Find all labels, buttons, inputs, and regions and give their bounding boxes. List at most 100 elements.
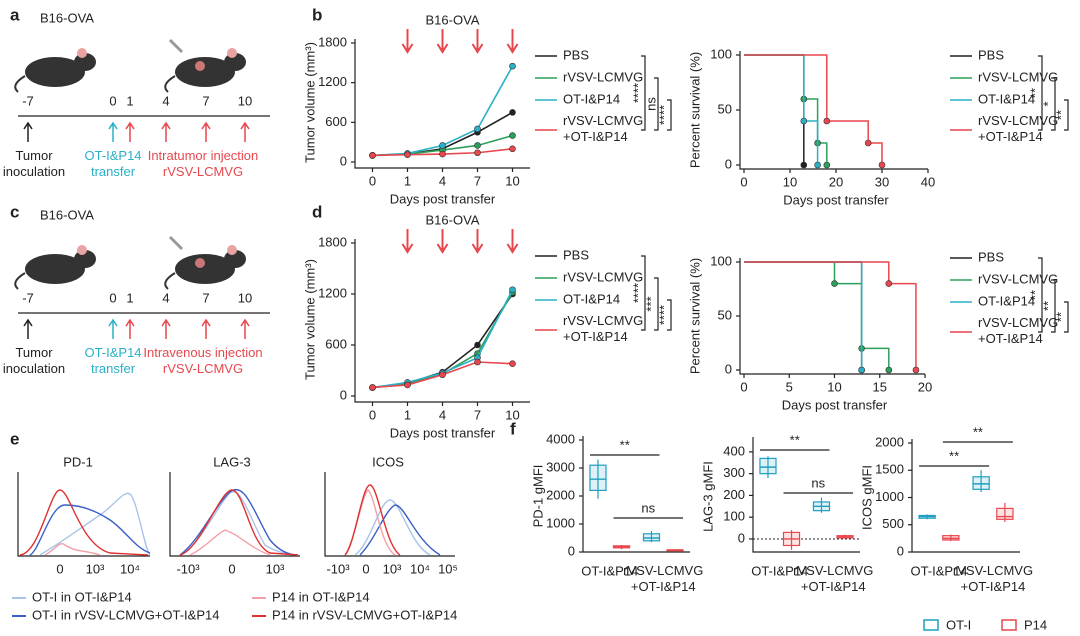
significance-label: **** — [656, 105, 671, 125]
y-tick-label: 600 — [325, 336, 347, 351]
histogram-curve — [19, 489, 149, 556]
panel-label: a — [10, 5, 20, 24]
significance-bracket — [1051, 279, 1056, 333]
data-point — [474, 341, 481, 349]
histogram-curve — [44, 543, 101, 556]
legend-label: OT-I in OT-I&P14 — [32, 589, 132, 604]
x-tick-label: 7 — [474, 173, 481, 188]
x-tick-label: 10 — [505, 173, 519, 188]
y-axis-label: Tumor volume (mm³) — [302, 42, 317, 163]
significance-label: **** — [630, 83, 645, 103]
x-tick-label: 1 — [404, 173, 411, 188]
axes — [739, 258, 925, 375]
data-point — [404, 381, 411, 389]
survival-line — [744, 54, 828, 165]
histogram-tick: 0 — [228, 561, 235, 576]
timeline-note: Tumor inoculation — [3, 345, 65, 376]
significance-label: ** — [949, 448, 959, 463]
timeline: B16-OVA -7 0 1 4 7 10 Tumor inoculation O… — [3, 207, 270, 376]
timeline: B16-OVA -7 0 1 4 7 10 Tumor inoculation O… — [3, 10, 270, 179]
data-point — [858, 366, 865, 374]
timeline-tick: 0 — [109, 290, 116, 305]
x-tick-label: 15 — [873, 379, 887, 394]
x-tick-label: 0 — [740, 174, 747, 189]
injection-arrow — [471, 229, 484, 254]
significance-bracket — [1051, 77, 1056, 131]
survival-line — [744, 261, 890, 370]
y-tick-label: 0 — [340, 153, 347, 168]
panel-label: e — [10, 429, 19, 448]
legend-label: PBS — [563, 47, 589, 62]
timeline-tick: 10 — [238, 290, 252, 305]
y-tick-label: 1200 — [318, 74, 347, 89]
injection-arrow — [436, 229, 449, 254]
data-point — [885, 366, 893, 374]
x-tick-label: 4 — [439, 173, 446, 188]
legend-label: rVSV-LCMVG — [563, 69, 643, 84]
significance-bracket — [1038, 257, 1043, 333]
y-tick-label: 100 — [710, 46, 732, 61]
y-tick-label: 0 — [725, 361, 732, 376]
y-tick-label: 0 — [340, 387, 347, 402]
y-tick-label: 100 — [710, 253, 732, 268]
histogram-curve — [179, 489, 299, 556]
data-point — [509, 145, 516, 153]
y-axis-label: Percent survival (%) — [687, 258, 702, 374]
legend-swatch — [923, 619, 939, 631]
model-title: B16-OVA — [40, 207, 94, 222]
data-point — [509, 132, 516, 139]
data-point — [439, 142, 446, 149]
data-point — [912, 366, 920, 374]
significance-bracket — [1064, 301, 1069, 333]
injection-arrow — [436, 29, 449, 54]
x-tick-label: 20 — [918, 379, 932, 394]
timeline-note: Intravenous injection rVSV-LCMVG — [143, 345, 262, 376]
injection-arrow — [401, 229, 414, 254]
x-tick-label: rVSV-LCMVG +OT-I&P14 — [623, 563, 703, 594]
data-point — [474, 149, 481, 157]
axes — [911, 439, 1020, 553]
data-point — [404, 151, 411, 159]
significance-label: ** — [973, 424, 983, 439]
x-tick-label: 10 — [505, 407, 519, 422]
histogram-tick: -10³ — [176, 561, 200, 576]
y-tick-label: 300 — [723, 465, 745, 480]
legend-label: OT-I in rVSV-LCMVG+OT-I&P14 — [32, 607, 219, 622]
x-tick-label: rVSV-LCMVG +OT-I&P14 — [953, 563, 1033, 594]
legend-label: PBS — [563, 247, 589, 262]
y-tick-label: 0 — [897, 543, 904, 558]
legend-label: OT-I&P14 — [563, 91, 620, 106]
significance-label: *** — [643, 296, 658, 311]
y-tick-label: 0 — [738, 530, 745, 545]
legend-label: OT-I&P14 — [563, 291, 620, 306]
histogram-curve — [359, 504, 441, 556]
y-tick-label: 500 — [882, 516, 904, 531]
histogram-title: PD-1 — [63, 454, 93, 469]
y-tick-label: 1500 — [875, 462, 904, 477]
significance-label: ** — [620, 437, 630, 452]
axes — [739, 51, 928, 170]
data-point — [864, 139, 872, 147]
box — [759, 457, 777, 475]
x-axis-label: Days post transfer — [782, 397, 888, 412]
legend-label: PBS — [978, 249, 1004, 264]
legend-label: rVSV-LCMVG +OT-I&P14 — [978, 113, 1058, 144]
timeline-note: OT-I&P14 transfer — [84, 345, 141, 376]
y-tick-label: 400 — [723, 443, 745, 458]
data-point — [885, 280, 893, 287]
chart-title: B16-OVA — [426, 12, 480, 27]
significance-label: **** — [656, 305, 671, 325]
significance-label: ** — [1027, 290, 1042, 300]
timeline-note: Intratumor injection rVSV-LCMVG — [148, 148, 259, 179]
y-tick-label: 2000 — [546, 487, 575, 502]
x-tick-label: 10 — [783, 174, 797, 189]
significance-label: ** — [1053, 312, 1068, 322]
significance-bracket — [641, 55, 646, 131]
x-tick-label: OT-I&P14 — [910, 563, 967, 578]
data-point — [878, 161, 886, 169]
significance-label: ns — [641, 500, 655, 515]
panel-label: f — [510, 419, 516, 438]
legend-label: OT-I&P14 — [978, 91, 1035, 106]
data-point — [369, 384, 376, 391]
